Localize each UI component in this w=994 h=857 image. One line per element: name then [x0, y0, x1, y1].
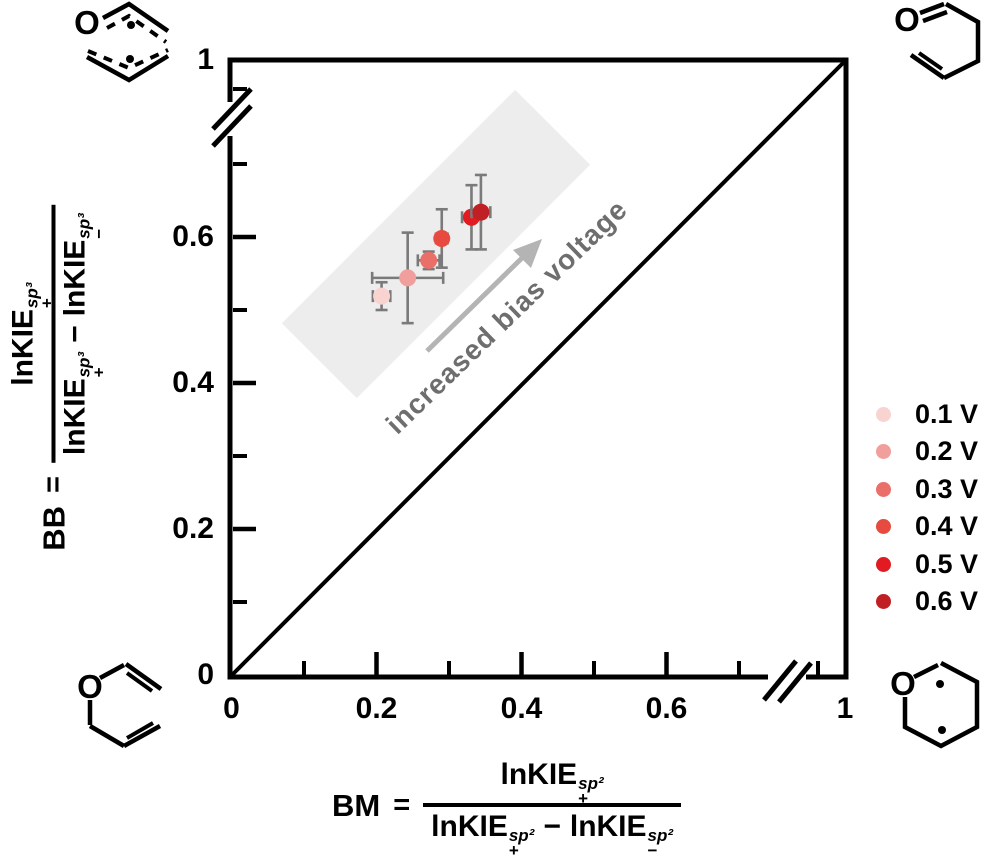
- y-tick-label: 0.2: [172, 512, 214, 545]
- legend-item: 0.4 V: [868, 509, 978, 545]
- x-tick-label: 0.4: [500, 692, 543, 725]
- legend-dot-icon: [876, 444, 891, 459]
- lnkie-term: lnKIE: [6, 309, 40, 386]
- plus-subscript: +: [578, 789, 589, 808]
- numerator: lnKIE sp² +: [493, 758, 612, 807]
- y-axis-break-icon: [211, 87, 253, 148]
- y-tick-label: 0: [197, 658, 214, 691]
- molecule-oxane-diradical: O: [890, 661, 980, 749]
- scatter-marker: [399, 269, 417, 287]
- scatter-marker: [420, 251, 438, 269]
- legend-dot-icon: [876, 406, 891, 422]
- x-tick-label: 0.6: [645, 692, 688, 725]
- plus-subscript: +: [89, 367, 109, 378]
- minus-subscript: −: [647, 841, 658, 857]
- lnkie-term: lnKIE: [58, 378, 92, 456]
- legend-item: 0.5 V: [868, 546, 978, 582]
- y-tick-label: 0.4: [172, 366, 214, 399]
- legend-item: 0.1 V: [868, 396, 978, 432]
- denominator: lnKIE sp² + − lnKIE sp² −: [423, 810, 681, 857]
- data-point-0.2V: [370, 231, 445, 325]
- x-axis-formula: BM = lnKIE sp² + lnKIE sp² + − lnKIE sp² −: [332, 758, 682, 857]
- x-axis-fraction: lnKIE sp² + lnKIE sp² + − lnKIE sp² −: [423, 758, 682, 857]
- axis-ticks: [233, 87, 820, 675]
- identity-reference-line: [228, 58, 848, 679]
- legend-label: 0.1 V: [915, 398, 979, 429]
- lnkie-term: lnKIE: [58, 239, 92, 317]
- plus-subscript: +: [508, 841, 519, 857]
- fraction-bar: [423, 803, 682, 807]
- legend-label: 0.5 V: [915, 548, 979, 579]
- legend-dot-icon: [876, 481, 891, 497]
- legend-label: 0.2 V: [915, 436, 979, 466]
- lnkie-term: lnKIE: [500, 758, 578, 791]
- y-tick-label: 1: [197, 43, 214, 76]
- legend-item: 0.3 V: [868, 471, 978, 507]
- legend-item: 0.6 V: [868, 584, 978, 620]
- legend-item: 0.2 V: [868, 434, 978, 470]
- numerator: lnKIE sp³ +: [6, 275, 57, 394]
- sp2-superscript: sp²: [508, 826, 535, 845]
- molecule-allyl-vinyl-ether: O: [77, 662, 163, 748]
- legend-dot-icon: [876, 556, 891, 572]
- sp2-superscript: sp²: [647, 826, 674, 845]
- scatter-marker: [433, 229, 451, 247]
- molecule-bond-breaking-ts: O: [74, 1, 170, 83]
- lnkie-term: lnKIE: [569, 810, 647, 843]
- plus-subscript: +: [37, 298, 57, 309]
- oxygen-atom-label: O: [894, 1, 920, 38]
- data-point-0.1V: [371, 280, 392, 312]
- equals-sign: =: [37, 476, 70, 494]
- x-axis-quantity: BM: [332, 787, 381, 823]
- minus-subscript: −: [89, 228, 109, 239]
- y-axis-fraction: lnKIE sp³ + lnKIE sp³ + − lnKIE sp³ −: [6, 205, 109, 464]
- scatter-marker: [472, 203, 490, 221]
- oxygen-atom-label: O: [77, 668, 103, 705]
- legend-label: 0.6 V: [915, 586, 979, 616]
- x-tick-label: 1: [836, 692, 854, 725]
- plot-border: [227, 57, 849, 680]
- data-point-0.4V: [433, 207, 451, 269]
- fraction-bar: [51, 205, 56, 464]
- oxygen-atom-label: O: [890, 665, 916, 702]
- equals-sign: =: [393, 789, 411, 821]
- y-axis-formula: BB = lnKIE sp³ + lnKIE sp³ + − lnKIE sp³ −: [6, 205, 109, 551]
- scatter-marker: [373, 287, 391, 305]
- lnkie-term: lnKIE: [431, 810, 508, 843]
- data-points: [370, 173, 492, 325]
- minus-sign: −: [543, 810, 561, 843]
- denominator: lnKIE sp³ + − lnKIE sp³ −: [58, 205, 109, 463]
- data-point-0.3V: [416, 250, 441, 271]
- x-axis-break-icon: [762, 659, 813, 704]
- trend-arrow-icon: [425, 239, 542, 353]
- legend-dot-icon: [876, 594, 891, 609]
- legend-label: 0.3 V: [915, 473, 979, 504]
- legend-dot-icon: [876, 519, 891, 534]
- oxygen-atom-label: O: [74, 4, 100, 41]
- molecule-pentenal-product: O: [894, 1, 981, 81]
- y-axis-quantity: BB: [36, 506, 71, 551]
- sp2-superscript: sp²: [578, 774, 604, 793]
- data-point-0.6V: [470, 173, 492, 251]
- legend-label: 0.4 V: [915, 511, 979, 541]
- y-tick-label: 0.6: [172, 220, 214, 253]
- x-tick-label: 0.2: [355, 692, 398, 725]
- x-tick-label: 0: [223, 692, 240, 725]
- minus-sign: −: [58, 325, 92, 343]
